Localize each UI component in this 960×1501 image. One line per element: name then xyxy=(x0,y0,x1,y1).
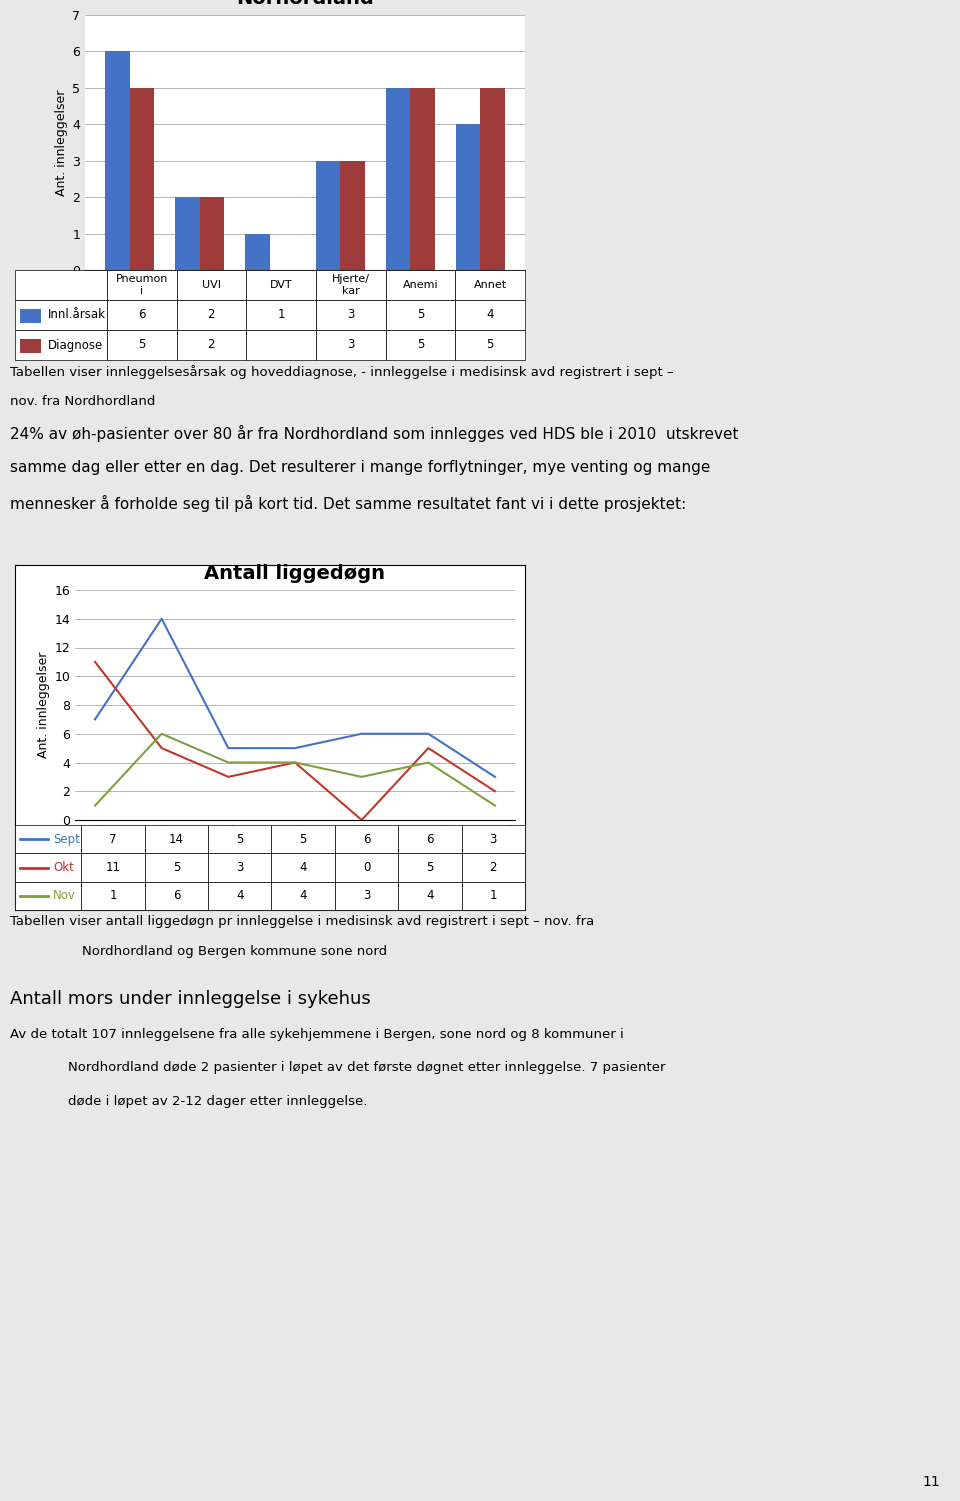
Bar xyxy=(455,300,525,330)
Bar xyxy=(130,89,155,270)
Text: Pneumon
i: Pneumon i xyxy=(115,275,168,296)
Text: 5: 5 xyxy=(417,309,424,321)
Text: Annet: Annet xyxy=(473,281,507,290)
Bar xyxy=(386,300,455,330)
Bar xyxy=(15,330,107,360)
Bar xyxy=(386,89,410,270)
Bar xyxy=(246,234,270,270)
Text: Tabellen viser innleggelsesårsak og hoveddiagnose, - innleggelse i medisinsk avd: Tabellen viser innleggelsesårsak og hove… xyxy=(10,365,674,378)
Text: 4: 4 xyxy=(236,889,244,902)
Text: Nordhordland og Bergen kommune sone nord: Nordhordland og Bergen kommune sone nord xyxy=(82,946,387,958)
Text: 2: 2 xyxy=(490,862,497,874)
Text: 5: 5 xyxy=(426,862,434,874)
Bar xyxy=(177,270,246,300)
Text: 2: 2 xyxy=(207,339,215,351)
Text: døde i løpet av 2-12 dager etter innleggelse.: døde i løpet av 2-12 dager etter innlegg… xyxy=(68,1094,368,1108)
Text: Av de totalt 107 innleggelsene fra alle sykehjemmene i Bergen, sone nord og 8 ko: Av de totalt 107 innleggelsene fra alle … xyxy=(10,1028,624,1042)
Bar xyxy=(107,330,177,360)
Bar xyxy=(246,330,316,360)
Bar xyxy=(200,197,225,270)
Bar xyxy=(316,300,386,330)
Text: 11: 11 xyxy=(923,1475,940,1489)
Bar xyxy=(246,270,316,300)
Bar xyxy=(316,161,340,270)
Text: 14: 14 xyxy=(169,833,184,845)
Text: samme dag eller etter en dag. Det resulterer i mange forflytninger, mye venting : samme dag eller etter en dag. Det result… xyxy=(10,459,710,474)
Text: 3: 3 xyxy=(490,833,497,845)
Bar xyxy=(177,330,246,360)
Text: nov. fra Nordhordland: nov. fra Nordhordland xyxy=(10,395,156,408)
Text: UVI: UVI xyxy=(202,281,221,290)
Text: 5: 5 xyxy=(417,339,424,351)
Text: 6: 6 xyxy=(173,889,180,902)
Bar xyxy=(316,270,386,300)
Text: 3: 3 xyxy=(236,862,244,874)
Text: 11: 11 xyxy=(106,862,121,874)
Text: mennesker å forholde seg til på kort tid. Det samme resultatet fant vi i dette p: mennesker å forholde seg til på kort tid… xyxy=(10,495,686,512)
Bar xyxy=(480,89,505,270)
Title: Innleggelsesårsak/ diagnose
Norhordland: Innleggelsesårsak/ diagnose Norhordland xyxy=(149,0,462,8)
Bar xyxy=(340,161,365,270)
Text: 4: 4 xyxy=(300,862,307,874)
Text: 6: 6 xyxy=(138,309,145,321)
Text: 1: 1 xyxy=(490,889,497,902)
Text: Antall mors under innleggelse i sykehus: Antall mors under innleggelse i sykehus xyxy=(10,991,371,1009)
Text: 7: 7 xyxy=(109,833,117,845)
Bar xyxy=(386,330,455,360)
Text: 5: 5 xyxy=(300,833,307,845)
Text: Nordhordland døde 2 pasienter i løpet av det første døgnet etter innleggelse. 7 : Nordhordland døde 2 pasienter i løpet av… xyxy=(68,1061,666,1075)
Text: 3: 3 xyxy=(348,339,354,351)
Bar xyxy=(177,300,246,330)
Text: 5: 5 xyxy=(236,833,244,845)
Bar xyxy=(456,125,480,270)
Bar xyxy=(455,270,525,300)
Text: 6: 6 xyxy=(426,833,434,845)
Bar xyxy=(15,300,107,330)
Y-axis label: Ant. innleggelser: Ant. innleggelser xyxy=(55,90,68,195)
Bar xyxy=(20,309,40,323)
Text: DVT: DVT xyxy=(270,281,293,290)
Text: 5: 5 xyxy=(138,339,145,351)
Text: Innl.årsak: Innl.årsak xyxy=(48,309,107,321)
Text: 4: 4 xyxy=(300,889,307,902)
Bar xyxy=(15,270,107,300)
Bar xyxy=(246,300,316,330)
Text: 6: 6 xyxy=(363,833,371,845)
Text: 1: 1 xyxy=(109,889,117,902)
Text: 5: 5 xyxy=(173,862,180,874)
Bar xyxy=(455,330,525,360)
Bar xyxy=(107,300,177,330)
Y-axis label: Ant. innleggelser: Ant. innleggelser xyxy=(37,651,50,758)
Text: 4: 4 xyxy=(487,309,493,321)
Text: Hjerte/
kar: Hjerte/ kar xyxy=(332,275,370,296)
Text: 3: 3 xyxy=(348,309,354,321)
Bar xyxy=(20,339,40,353)
Bar xyxy=(175,197,200,270)
Bar xyxy=(410,89,435,270)
Text: 4: 4 xyxy=(426,889,434,902)
Text: 0: 0 xyxy=(363,862,371,874)
Text: 3: 3 xyxy=(363,889,371,902)
Text: Okt: Okt xyxy=(53,862,74,874)
Text: Sept: Sept xyxy=(53,833,80,845)
Text: 5: 5 xyxy=(487,339,493,351)
Text: 2: 2 xyxy=(207,309,215,321)
Text: 24% av øh-pasienter over 80 år fra Nordhordland som innlegges ved HDS ble i 2010: 24% av øh-pasienter over 80 år fra Nordh… xyxy=(10,425,738,441)
Text: Nov: Nov xyxy=(53,889,76,902)
Title: Antall liggedøgn: Antall liggedøgn xyxy=(204,564,386,582)
Text: Tabellen viser antall liggedøgn pr innleggelse i medisinsk avd registrert i sept: Tabellen viser antall liggedøgn pr innle… xyxy=(10,916,594,928)
Bar xyxy=(107,270,177,300)
Bar xyxy=(105,51,130,270)
Bar xyxy=(316,330,386,360)
Text: 1: 1 xyxy=(277,309,285,321)
Bar xyxy=(386,270,455,300)
Text: Diagnose: Diagnose xyxy=(48,339,104,351)
Text: Anemi: Anemi xyxy=(402,281,439,290)
